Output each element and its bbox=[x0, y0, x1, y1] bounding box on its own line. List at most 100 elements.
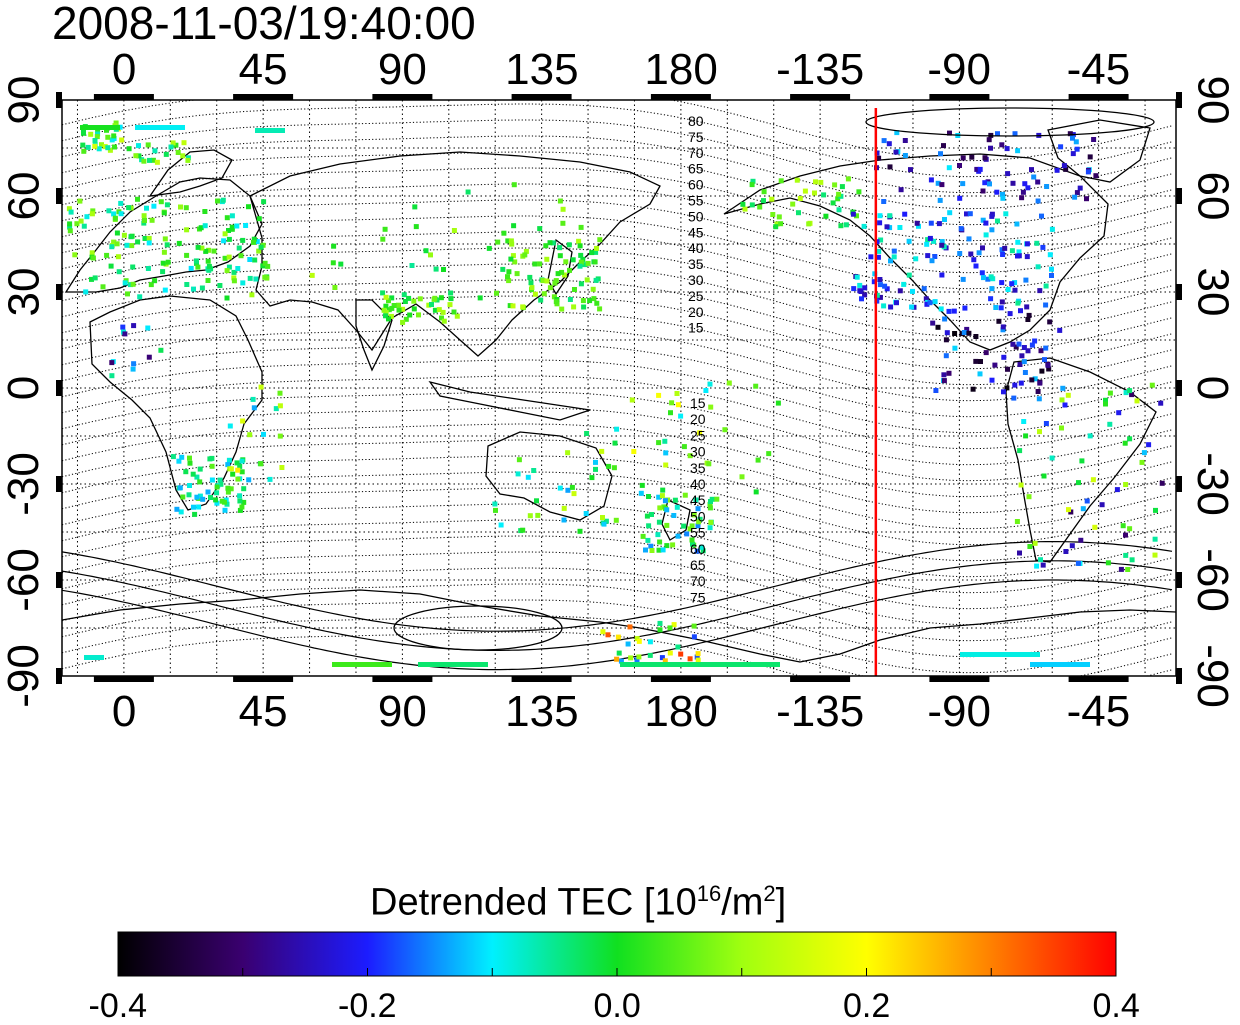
tec-pixel bbox=[993, 305, 999, 310]
magnetic-contour bbox=[62, 119, 1173, 194]
magnetic-lat-label-south: 60 bbox=[690, 541, 706, 557]
tec-pixel bbox=[671, 513, 677, 518]
tec-pixel bbox=[766, 451, 772, 457]
frame-tick-top bbox=[511, 94, 572, 100]
magnetic-contour bbox=[62, 247, 1173, 322]
tec-pixel bbox=[983, 220, 989, 226]
tec-pixel bbox=[130, 264, 136, 270]
tec-pixel bbox=[980, 217, 986, 223]
tec-pixel bbox=[966, 236, 972, 242]
tec-pixel bbox=[1000, 324, 1006, 330]
tec-pixel bbox=[643, 547, 648, 553]
tec-pixel bbox=[583, 511, 589, 516]
tec-pixel bbox=[277, 433, 283, 439]
tec-pixel bbox=[1063, 549, 1069, 554]
tec-pixel bbox=[413, 224, 419, 230]
tec-pixel bbox=[146, 235, 152, 241]
tec-pixel bbox=[128, 234, 134, 240]
tec-pixel bbox=[1070, 135, 1075, 141]
tec-pixel bbox=[571, 491, 577, 497]
tec-pixel bbox=[409, 263, 415, 268]
tec-pixel bbox=[338, 261, 344, 267]
tec-pixel bbox=[175, 150, 181, 155]
tec-pixel bbox=[109, 360, 115, 366]
lon-tick-label-bottom: 45 bbox=[238, 687, 288, 736]
tec-pixel bbox=[761, 189, 767, 195]
frame-tick-right bbox=[1176, 284, 1182, 300]
tec-pixel bbox=[998, 305, 1004, 311]
tec-pixel bbox=[776, 214, 782, 220]
tec-pixel bbox=[1043, 302, 1049, 308]
tec-pixel bbox=[960, 276, 966, 282]
tec-pixel bbox=[1127, 436, 1133, 442]
tec-pixel bbox=[511, 223, 517, 229]
tec-pixel bbox=[241, 499, 247, 505]
tec-pixel bbox=[897, 288, 903, 294]
tec-pixel bbox=[832, 182, 838, 188]
tec-pixel bbox=[1153, 507, 1158, 513]
tec-pixel bbox=[836, 207, 842, 213]
coastline-india bbox=[355, 299, 393, 372]
tec-pixel bbox=[246, 477, 252, 483]
tec-pixel bbox=[152, 278, 158, 284]
lon-tick-label-top: -45 bbox=[1066, 45, 1131, 94]
tec-pixel bbox=[941, 372, 947, 378]
tec-pixel bbox=[877, 294, 883, 300]
tec-pixel bbox=[877, 213, 883, 219]
tec-pixel bbox=[656, 547, 662, 553]
magnetic-lat-label-south: 45 bbox=[690, 492, 706, 508]
tec-pixel bbox=[170, 454, 176, 460]
tec-pixel bbox=[839, 184, 845, 190]
tec-pixel bbox=[72, 252, 78, 258]
lon-tick-label-top: 90 bbox=[377, 45, 427, 94]
tec-pixel bbox=[674, 391, 680, 396]
magnetic-contour bbox=[62, 535, 1173, 610]
tec-pixel bbox=[888, 304, 894, 310]
tec-pixel bbox=[402, 299, 408, 304]
tec-pixel bbox=[1022, 370, 1028, 375]
lon-tick-label-bottom: 90 bbox=[377, 687, 427, 736]
tec-pixel bbox=[441, 267, 446, 272]
tec-pixel bbox=[1114, 487, 1120, 493]
tec-pixel bbox=[112, 144, 117, 150]
tec-pixel bbox=[813, 179, 818, 185]
tec-pixel bbox=[707, 501, 713, 507]
tec-pixel bbox=[412, 204, 418, 210]
tec-pixel bbox=[1059, 425, 1064, 431]
tec-pixel bbox=[592, 259, 598, 265]
tec-pixel bbox=[173, 142, 179, 148]
tec-pixel bbox=[599, 448, 605, 454]
tec-pixel bbox=[1039, 213, 1044, 219]
tec-pixel bbox=[690, 541, 695, 547]
frame-tick-top bbox=[650, 94, 711, 100]
tec-pixel bbox=[258, 244, 264, 250]
tec-pixel bbox=[448, 290, 454, 296]
tec-pixel bbox=[1093, 173, 1099, 179]
tec-pixel bbox=[996, 318, 1002, 324]
tec-pixel bbox=[560, 220, 566, 226]
tec-pixel bbox=[114, 230, 120, 236]
tec-pixel bbox=[1076, 480, 1081, 486]
tec-pixel bbox=[229, 224, 235, 230]
tec-pixel bbox=[891, 254, 897, 260]
tec-pixel bbox=[952, 345, 958, 351]
tec-pixel bbox=[114, 241, 120, 247]
tec-pixel bbox=[96, 146, 102, 152]
lat-tick-label-right: 0 bbox=[1188, 375, 1238, 401]
lat-tick-label-right: -90 bbox=[1187, 644, 1237, 708]
tec-pixel bbox=[775, 400, 781, 406]
tec-pixel bbox=[988, 274, 994, 280]
tec-pixel bbox=[477, 295, 483, 301]
magnetic-lat-label-north: 55 bbox=[688, 193, 704, 209]
tec-pixel bbox=[1025, 348, 1031, 354]
tec-pixel bbox=[882, 283, 888, 289]
tec-pixel bbox=[947, 130, 952, 136]
tec-pixel bbox=[881, 199, 887, 204]
tec-pixel bbox=[118, 200, 124, 206]
tec-pixel bbox=[92, 138, 98, 143]
tec-pixel bbox=[901, 281, 907, 287]
magnetic-contour bbox=[62, 183, 1173, 258]
tec-pixel bbox=[1043, 345, 1049, 351]
tec-pixel bbox=[146, 240, 152, 246]
tec-pixel bbox=[120, 324, 126, 330]
